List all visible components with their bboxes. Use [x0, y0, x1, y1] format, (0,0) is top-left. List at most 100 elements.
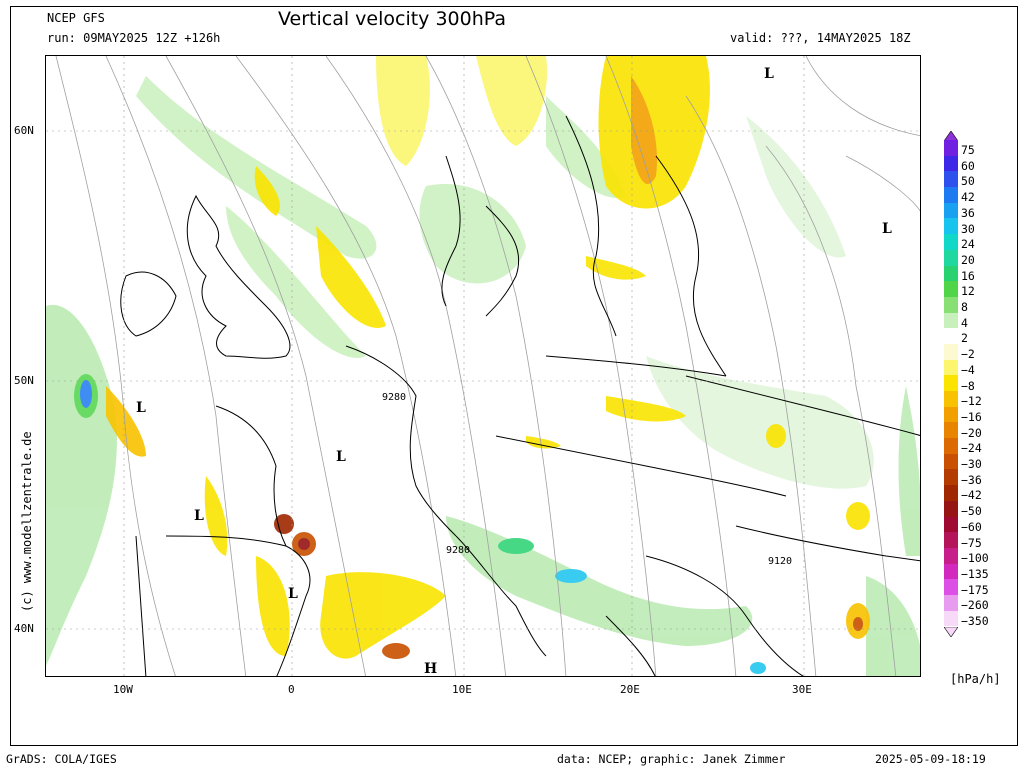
- colorbar-tick-label: 36: [961, 205, 975, 220]
- colorbar-tick-label: −42: [961, 488, 982, 503]
- colorbar-tick-label: 4: [961, 315, 968, 330]
- colorbar-tick-label: −20: [961, 425, 982, 440]
- lon-label: 10E: [452, 683, 472, 696]
- low-label: L: [288, 586, 298, 602]
- colorbar-swatch: [944, 171, 958, 188]
- colorbar-swatch: [944, 579, 958, 595]
- colorbar-swatch: [944, 375, 958, 391]
- colorbar-tick-label: −12: [961, 394, 982, 409]
- colorbar-swatch: [944, 422, 958, 439]
- colorbar-swatch: [944, 547, 958, 564]
- yellow-descent-areas: [106, 56, 870, 659]
- run-label: run: 09MAY2025 12Z +126h: [47, 31, 221, 45]
- model-label: NCEP GFS: [47, 11, 105, 25]
- colorbar-swatch: [944, 610, 958, 627]
- contour-label: 9280: [382, 392, 406, 403]
- colorbar-tick-label: 75: [961, 143, 975, 157]
- lon-label: 20E: [620, 683, 640, 696]
- colorbar-swatch: [944, 594, 958, 611]
- colorbar-tick-label: −50: [961, 504, 982, 519]
- map-canvas: L L L L L L H 9280 9280 9120: [46, 56, 920, 677]
- colorbar-swatch: [944, 265, 958, 282]
- colorbar-swatch: [944, 155, 958, 172]
- colorbar-tick-label: −8: [961, 378, 975, 393]
- colorbar-swatch: [944, 453, 958, 470]
- colorbar-tick-label: 16: [961, 268, 975, 283]
- lat-label: 50N: [14, 374, 34, 387]
- low-label: L: [764, 66, 774, 82]
- colorbar-tick-label: −100: [961, 551, 989, 566]
- colorbar-swatch: [944, 328, 958, 344]
- high-label: H: [424, 661, 437, 677]
- contour-labels: 9280 9280 9120: [382, 392, 792, 567]
- colorbar: [944, 140, 958, 627]
- colorbar-top-arrow: [944, 131, 958, 141]
- colorbar-swatch: [944, 296, 958, 313]
- footer-left: GrADS: COLA/IGES: [6, 752, 117, 766]
- colorbar-tick-label: −30: [961, 457, 982, 472]
- colorbar-swatch: [944, 500, 958, 517]
- graticule: [46, 56, 920, 676]
- colorbar-swatch: [944, 140, 958, 156]
- colorbar-swatch: [944, 485, 958, 501]
- footer-right: 2025-05-09-18:19: [875, 752, 986, 766]
- colorbar-swatch: [944, 234, 958, 250]
- low-label: L: [336, 449, 346, 465]
- colorbar-swatch: [944, 187, 958, 203]
- lat-label: 60N: [14, 124, 34, 137]
- colorbar-tick-label: −175: [961, 582, 989, 597]
- low-label: L: [882, 221, 892, 237]
- colorbar-tick-label: −350: [961, 614, 989, 629]
- height-contours: [55, 56, 920, 676]
- colorbar-tick-label: 20: [961, 252, 975, 267]
- colorbar-swatch: [944, 218, 958, 235]
- colorbar-labels: 75 60 50 42 36 30 24 20 16 12 8 4 2 −2 −4 −8 −12 −16 −20 −2…: [961, 143, 989, 630]
- colorbar-swatch: [944, 312, 958, 329]
- lon-label: 10W: [113, 683, 133, 696]
- colorbar-tick-label: −36: [961, 472, 982, 487]
- colorbar-tick-label: 30: [961, 221, 975, 236]
- colorbar-swatch: [944, 563, 958, 580]
- colorbar-swatch: [944, 391, 958, 407]
- footer-center: data: NCEP; graphic: Janek Zimmer: [557, 752, 786, 766]
- colorbar-tick-label: 12: [961, 284, 975, 299]
- colorbar-tick-label: −4: [961, 362, 975, 377]
- contour-label: 9120: [768, 556, 792, 567]
- colorbar-tick-label: −135: [961, 566, 989, 581]
- lon-label: 0: [288, 683, 295, 696]
- coastlines-borders: [120, 115, 920, 676]
- colorbar-tick-label: −260: [961, 598, 989, 613]
- chart-title: Vertical velocity 300hPa: [278, 8, 507, 30]
- colorbar-tick-label: 24: [961, 237, 975, 252]
- plot-frame: [10, 6, 1018, 746]
- contour-label: 9280: [446, 545, 470, 556]
- colorbar-swatch: [944, 516, 958, 533]
- colorbar-bottom-arrow: [944, 626, 958, 637]
- colorbar-tick-label: −16: [961, 409, 982, 424]
- lon-label: 30E: [792, 683, 812, 696]
- colorbar-swatch: [944, 406, 958, 423]
- low-label: L: [136, 400, 146, 416]
- colorbar-tick-label: 50: [961, 174, 975, 189]
- copyright-vertical: (c) www.modellzentrale.de: [20, 431, 34, 612]
- colorbar-tick-label: −60: [961, 519, 982, 534]
- colorbar-swatch: [944, 202, 958, 219]
- colorbar-tick-label: 8: [961, 300, 968, 315]
- colorbar-swatch: [944, 343, 958, 360]
- colorbar-tick-label: 2: [961, 331, 968, 346]
- unit-label: [hPa/h]: [950, 672, 1001, 686]
- green-ascent-areas: [46, 76, 920, 676]
- colorbar-tick-label: −75: [961, 535, 982, 550]
- valid-label: valid: ???, 14MAY2025 18Z: [730, 31, 911, 45]
- colorbar-tick-label: 42: [961, 190, 975, 205]
- colorbar-swatch: [944, 249, 958, 266]
- colorbar-swatch: [944, 281, 958, 297]
- map-panel: L L L L L L H 9280 9280 9120: [45, 55, 921, 677]
- low-label: L: [194, 508, 204, 524]
- colorbar-swatch: [944, 469, 958, 486]
- colorbar-swatch: [944, 438, 958, 454]
- lat-label: 40N: [14, 622, 34, 635]
- colorbar-swatch: [944, 359, 958, 376]
- colorbar-swatch: [944, 532, 958, 548]
- colorbar-tick-label: 60: [961, 158, 975, 173]
